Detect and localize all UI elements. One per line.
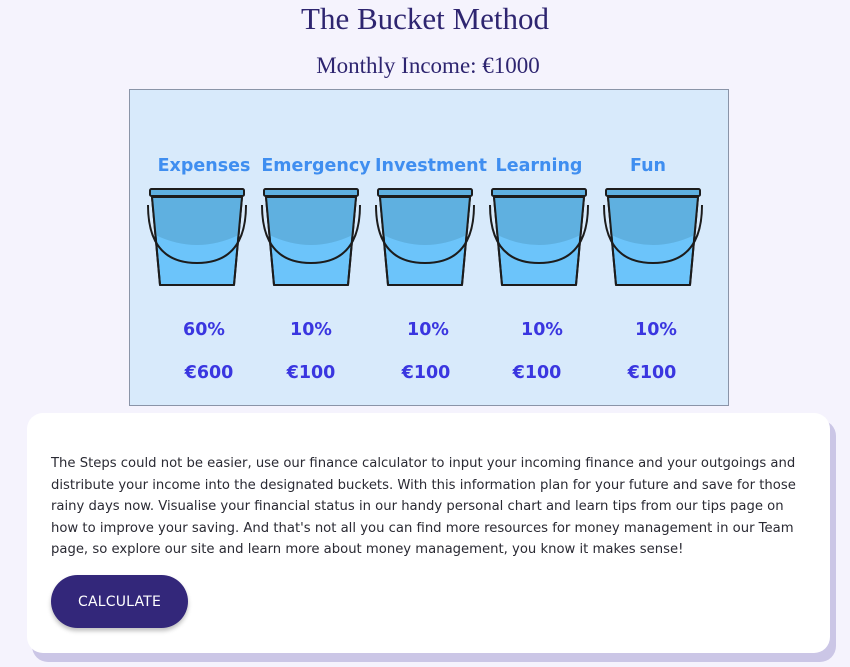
bucket-infographic: Expenses Emergency Investment Learning F… — [129, 89, 729, 406]
bucket-amount-emergency: €100 — [286, 363, 336, 383]
bucket-percent-fun: 10% — [635, 320, 677, 340]
bucket-label-investment: Investment — [375, 156, 487, 176]
bucket-investment-icon — [375, 188, 475, 286]
bucket-label-emergency: Emergency — [261, 156, 371, 176]
bucket-emergency-icon — [261, 188, 361, 286]
calculate-button[interactable]: CALCULATE — [51, 575, 188, 628]
bucket-amount-learning: €100 — [512, 363, 562, 383]
bucket-percent-investment: 10% — [407, 320, 449, 340]
bucket-percent-expenses: 60% — [183, 320, 225, 340]
bucket-percent-learning: 10% — [521, 320, 563, 340]
monthly-income-heading: Monthly Income: €1000 — [316, 53, 540, 78]
bucket-fun-icon — [603, 188, 703, 286]
bucket-amount-expenses: €600 — [184, 363, 234, 383]
bucket-label-fun: Fun — [630, 156, 666, 176]
bucket-learning-icon — [489, 188, 589, 286]
bucket-amount-investment: €100 — [401, 363, 451, 383]
bucket-expenses-icon — [147, 188, 247, 286]
page-title: The Bucket Method — [301, 1, 549, 36]
info-card-text: The Steps could not be easier, use our f… — [51, 456, 796, 557]
bucket-label-learning: Learning — [496, 156, 583, 176]
bucket-amount-fun: €100 — [627, 363, 677, 383]
bucket-percent-emergency: 10% — [290, 320, 332, 340]
bucket-label-expenses: Expenses — [158, 156, 251, 176]
info-card: The Steps could not be easier, use our f… — [27, 413, 830, 653]
